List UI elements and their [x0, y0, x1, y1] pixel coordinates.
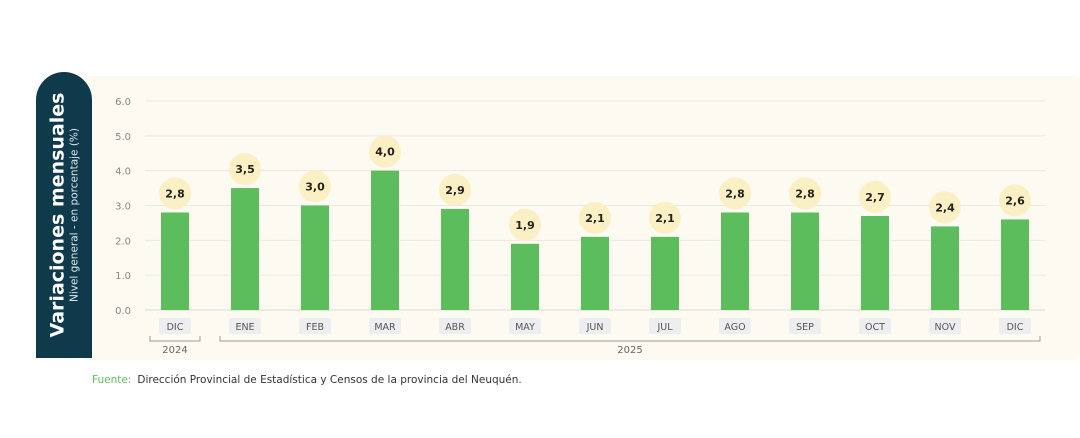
x-tick-label: MAR [374, 322, 396, 333]
data-label: 2,1 [585, 212, 605, 225]
x-tick-label: MAY [515, 322, 535, 333]
year-bracket [219, 336, 1041, 342]
data-label: 2,8 [165, 187, 185, 200]
data-label: 2,8 [725, 187, 745, 200]
data-label: 3,5 [235, 163, 255, 176]
x-tick-label: NOV [935, 322, 956, 333]
x-tick-label: AGO [724, 322, 745, 333]
chart-panel [60, 76, 1080, 360]
year-bracket [149, 336, 201, 342]
data-label-bubble [579, 201, 611, 234]
x-tick-label: ENE [235, 322, 254, 333]
x-tick-box [789, 318, 821, 334]
data-label: 2,4 [935, 201, 955, 214]
x-tick-label: JUL [656, 322, 673, 333]
data-label-bubble [439, 173, 471, 206]
data-label: 4,0 [375, 146, 395, 159]
data-label-bubble [789, 177, 821, 210]
year-label: 2024 [162, 345, 187, 356]
x-tick-label: DIC [167, 322, 184, 333]
bar [301, 205, 329, 310]
data-label: 1,9 [515, 219, 535, 232]
data-label-bubble [509, 208, 541, 241]
y-tick-label: 6.0 [115, 97, 131, 108]
x-tick-box [859, 318, 891, 334]
data-label: 3,0 [305, 181, 325, 194]
x-tick-box [579, 318, 611, 334]
bar [1001, 219, 1029, 310]
bar [651, 236, 679, 310]
x-tick-label: JUN [586, 322, 604, 333]
data-label: 2,6 [1005, 194, 1025, 207]
x-tick-label: FEB [306, 322, 324, 333]
data-label-bubble [719, 177, 751, 210]
x-tick-box [299, 318, 331, 334]
x-tick-label: ABR [445, 322, 465, 333]
bar [511, 243, 539, 310]
data-label-bubble [859, 180, 891, 213]
bar [861, 215, 889, 310]
bar [161, 212, 189, 310]
x-tick-box [999, 318, 1031, 334]
bar [371, 170, 399, 310]
source-label: Fuente: [92, 374, 132, 386]
source-note: Fuente: Dirección Provincial de Estadísti… [92, 374, 522, 386]
x-tick-box [929, 318, 961, 334]
x-tick-label: SEP [796, 322, 814, 333]
x-tick-box [369, 318, 401, 334]
bar [581, 236, 609, 310]
data-label-bubble [299, 170, 331, 203]
y-tick-label: 1.0 [115, 271, 131, 282]
data-label: 2,8 [795, 187, 815, 200]
x-tick-box [719, 318, 751, 334]
year-label: 2025 [617, 345, 642, 356]
bar [231, 188, 259, 310]
bar [721, 212, 749, 310]
y-tick-label: 3.0 [115, 202, 131, 213]
data-label: 2,9 [445, 184, 465, 197]
x-tick-label: DIC [1007, 322, 1024, 333]
y-tick-label: 4.0 [115, 167, 131, 178]
bar [931, 226, 959, 310]
y-tick-label: 5.0 [115, 132, 131, 143]
x-tick-box [439, 318, 471, 334]
data-label-bubble [929, 191, 961, 224]
x-tick-box [509, 318, 541, 334]
data-label-bubble [999, 184, 1031, 217]
data-label: 2,7 [865, 191, 885, 204]
bar [441, 208, 469, 310]
x-tick-box [649, 318, 681, 334]
title-block: Variaciones mensuales Nivel general - en… [36, 72, 92, 358]
data-label-bubble [159, 177, 191, 210]
data-label: 2,1 [655, 212, 675, 225]
data-label-bubble [649, 201, 681, 234]
data-label-bubble [229, 153, 261, 186]
bar [791, 212, 819, 310]
x-tick-box [159, 318, 191, 334]
source-text: Dirección Provincial de Estadística y Ce… [137, 374, 522, 386]
y-tick-label: 0.0 [115, 306, 131, 317]
x-tick-box [229, 318, 261, 334]
data-label-bubble [369, 135, 401, 168]
x-tick-label: OCT [865, 322, 885, 333]
y-tick-label: 2.0 [115, 236, 131, 247]
